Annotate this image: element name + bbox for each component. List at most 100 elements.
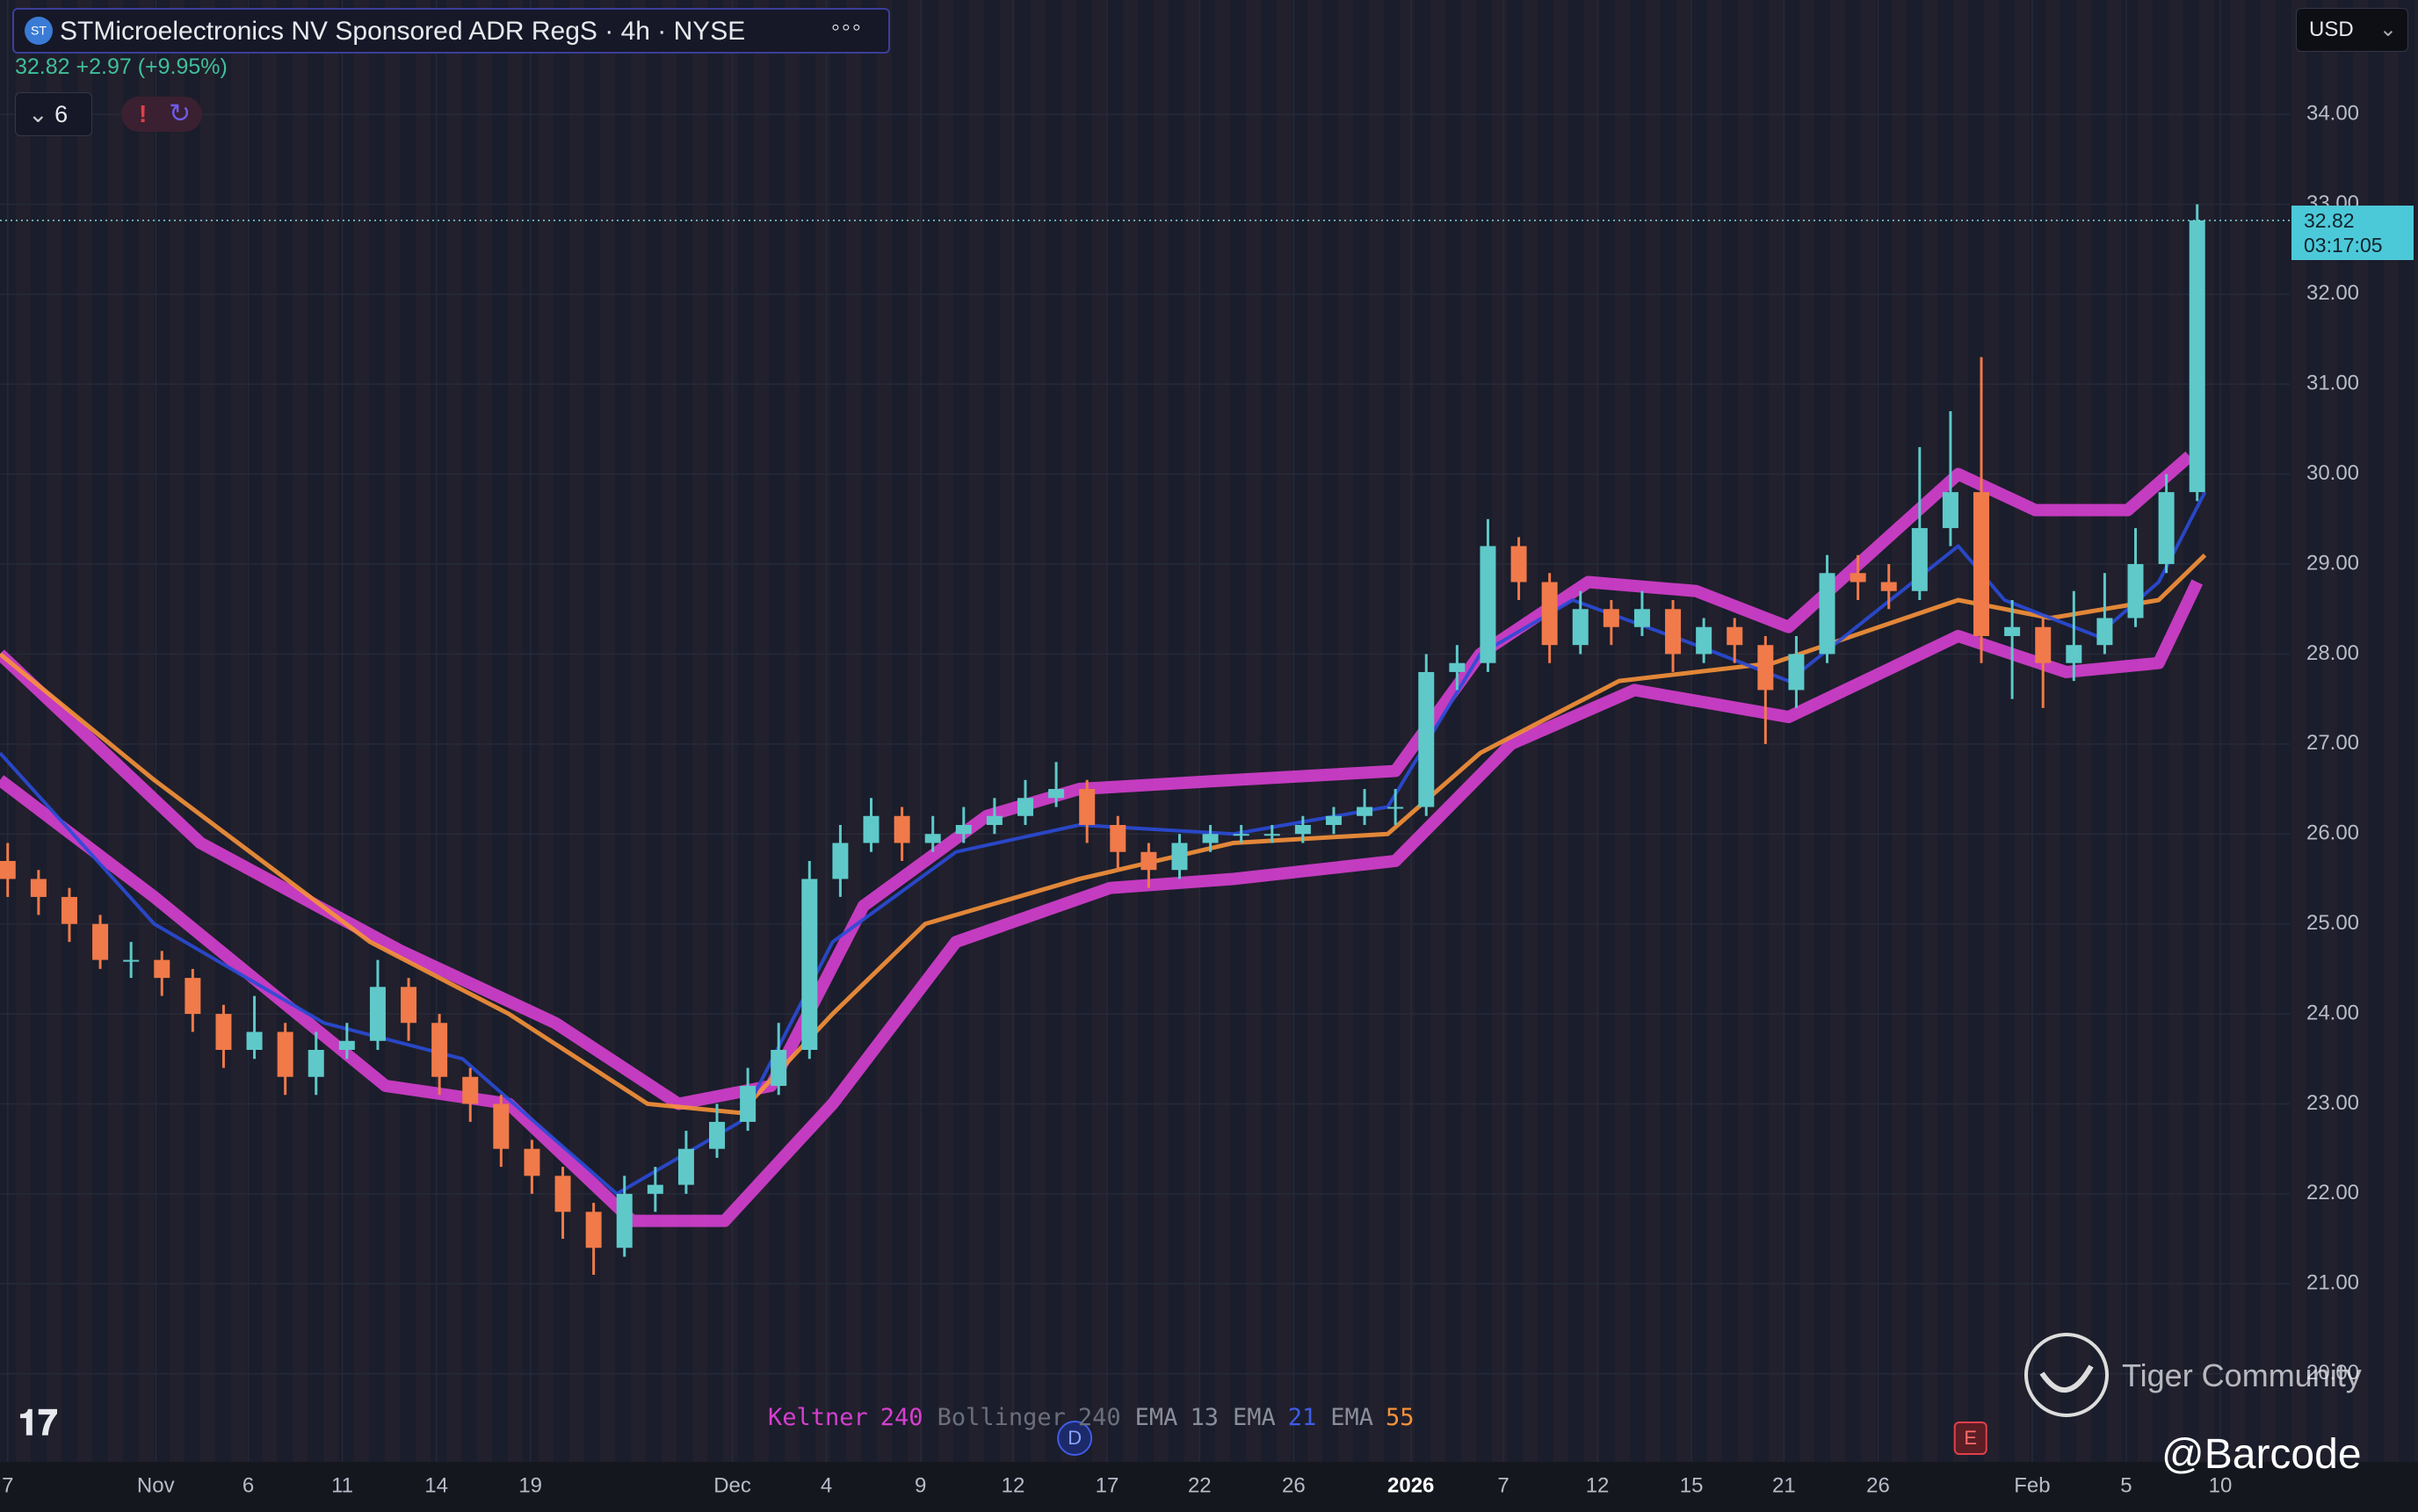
- legend: Keltner 240 Bollinger 240 EMA 13 EMA 21 EMA 55: [768, 1404, 1415, 1431]
- watermark-handle: @Barcode: [2161, 1431, 2362, 1478]
- candle-body: [1603, 609, 1619, 627]
- svg-text:ST: ST: [31, 24, 47, 38]
- legend-item[interactable]: Bollinger 240: [938, 1404, 1121, 1431]
- x-tick-label: 22: [1188, 1473, 1212, 1497]
- candle-body: [1048, 789, 1065, 799]
- x-tick-label: 7: [1497, 1473, 1509, 1497]
- x-tick-label: 21: [1772, 1473, 1796, 1497]
- x-tick-label: 9: [915, 1473, 926, 1497]
- candle-body: [1233, 834, 1249, 836]
- y-tick-label: 31.00: [2306, 372, 2359, 395]
- candle-body: [2066, 645, 2082, 663]
- legend-item[interactable]: Keltner 240: [768, 1404, 923, 1431]
- candle-body: [1325, 815, 1342, 826]
- countdown: 03:17:05: [2304, 233, 2383, 257]
- legend-item[interactable]: EMA 13: [1135, 1404, 1219, 1431]
- tv-logo: 𝟏𝟕: [18, 1404, 58, 1443]
- y-tick-label: 24.00: [2306, 1001, 2359, 1024]
- legend-param: 240: [1077, 1404, 1121, 1431]
- candle-body: [894, 815, 910, 843]
- y-tick-label: 23.00: [2306, 1091, 2359, 1115]
- x-axis-strip: [0, 1462, 2418, 1512]
- y-tick-label: 20.00: [2306, 1361, 2359, 1385]
- candle-body: [1510, 546, 1527, 582]
- candle-body: [61, 896, 77, 924]
- candle-body: [123, 959, 140, 962]
- candle-body: [1727, 626, 1743, 646]
- x-tick-label: 4: [821, 1473, 832, 1497]
- candle-body: [1911, 528, 1928, 591]
- indicator-toggle[interactable]: ⌄ 6: [15, 92, 92, 136]
- candle-body: [1788, 654, 1805, 691]
- candle-body: [1850, 573, 1866, 582]
- candle-body: [2035, 626, 2052, 663]
- y-tick-label: 29.00: [2306, 551, 2359, 575]
- more-menu[interactable]: ◦◦◦: [831, 13, 863, 40]
- candle-body: [2096, 618, 2113, 646]
- indicator-count: 6: [54, 101, 69, 127]
- candle-body: [647, 1184, 663, 1194]
- candle-body: [431, 1023, 448, 1077]
- candle-body: [1079, 789, 1096, 826]
- candle-body: [924, 834, 941, 843]
- candle-body: [1357, 807, 1373, 816]
- candle-body: [1880, 582, 1897, 591]
- candle-body: [277, 1031, 293, 1077]
- x-tick-label: Nov: [137, 1473, 175, 1497]
- symbol-header[interactable]: ST STMicroelectronics NV Sponsored ADR R…: [12, 8, 890, 54]
- y-tick-label: 32.00: [2306, 281, 2359, 305]
- candle-body: [1202, 834, 1219, 843]
- change: +2.97 (+9.95%): [76, 54, 228, 79]
- legend-param: 240: [880, 1404, 923, 1431]
- y-tick-label: 21.00: [2306, 1271, 2359, 1295]
- candle-body: [986, 815, 1003, 826]
- indicator-line: [0, 451, 2194, 1110]
- currency-select[interactable]: USD ⌄: [2296, 8, 2408, 52]
- x-tick-label: Dec: [713, 1473, 751, 1497]
- y-tick-label: 27.00: [2306, 731, 2359, 755]
- candle-body: [1140, 851, 1157, 871]
- x-tick-label: Feb: [2014, 1473, 2050, 1497]
- x-tick-label: 17: [1096, 1473, 1119, 1497]
- indicator-line: [0, 579, 2204, 1227]
- last-price-label: 32.82: [2304, 208, 2355, 232]
- legend-name: EMA: [1232, 1404, 1276, 1431]
- candle-body: [1017, 798, 1033, 816]
- candle-body: [1263, 834, 1280, 836]
- legend-item[interactable]: EMA 21: [1233, 1404, 1316, 1431]
- legend-item[interactable]: EMA 55: [1330, 1404, 1414, 1431]
- candle-body: [1572, 609, 1589, 646]
- candle-body: [2127, 564, 2144, 619]
- y-tick-label: 34.00: [2306, 101, 2359, 125]
- candle-body: [616, 1193, 633, 1248]
- x-tick-label: 7: [2, 1473, 13, 1497]
- x-tick-label: 15: [1680, 1473, 1704, 1497]
- candle-body: [740, 1085, 757, 1122]
- x-tick-label: 12: [1586, 1473, 1610, 1497]
- y-tick-label: 25.00: [2306, 911, 2359, 935]
- candle-body: [30, 879, 47, 897]
- candle-body: [154, 959, 170, 979]
- watermark-community: Tiger Community: [2122, 1357, 2362, 1393]
- currency: USD: [2309, 18, 2354, 41]
- y-tick-label: 26.00: [2306, 821, 2359, 845]
- candle-body: [709, 1121, 726, 1149]
- candle-body: [1541, 582, 1558, 646]
- candle-body: [185, 978, 201, 1015]
- legend-param: 55: [1386, 1404, 1415, 1431]
- candle-body: [801, 879, 818, 1051]
- candle-body: [1819, 573, 1835, 655]
- dividend-marker: [1057, 1421, 1093, 1456]
- candle-body: [1294, 825, 1311, 835]
- legend-name: Keltner: [768, 1404, 868, 1431]
- candle-body: [832, 843, 849, 879]
- candle-body: [1418, 671, 1435, 807]
- candle-body: [585, 1212, 602, 1248]
- x-tick-label: 26: [1866, 1473, 1890, 1497]
- candle-body: [462, 1076, 479, 1104]
- status-icons[interactable]: ! ↻: [121, 97, 202, 132]
- marker-label: E: [1964, 1427, 1977, 1449]
- candle-body: [308, 1050, 324, 1077]
